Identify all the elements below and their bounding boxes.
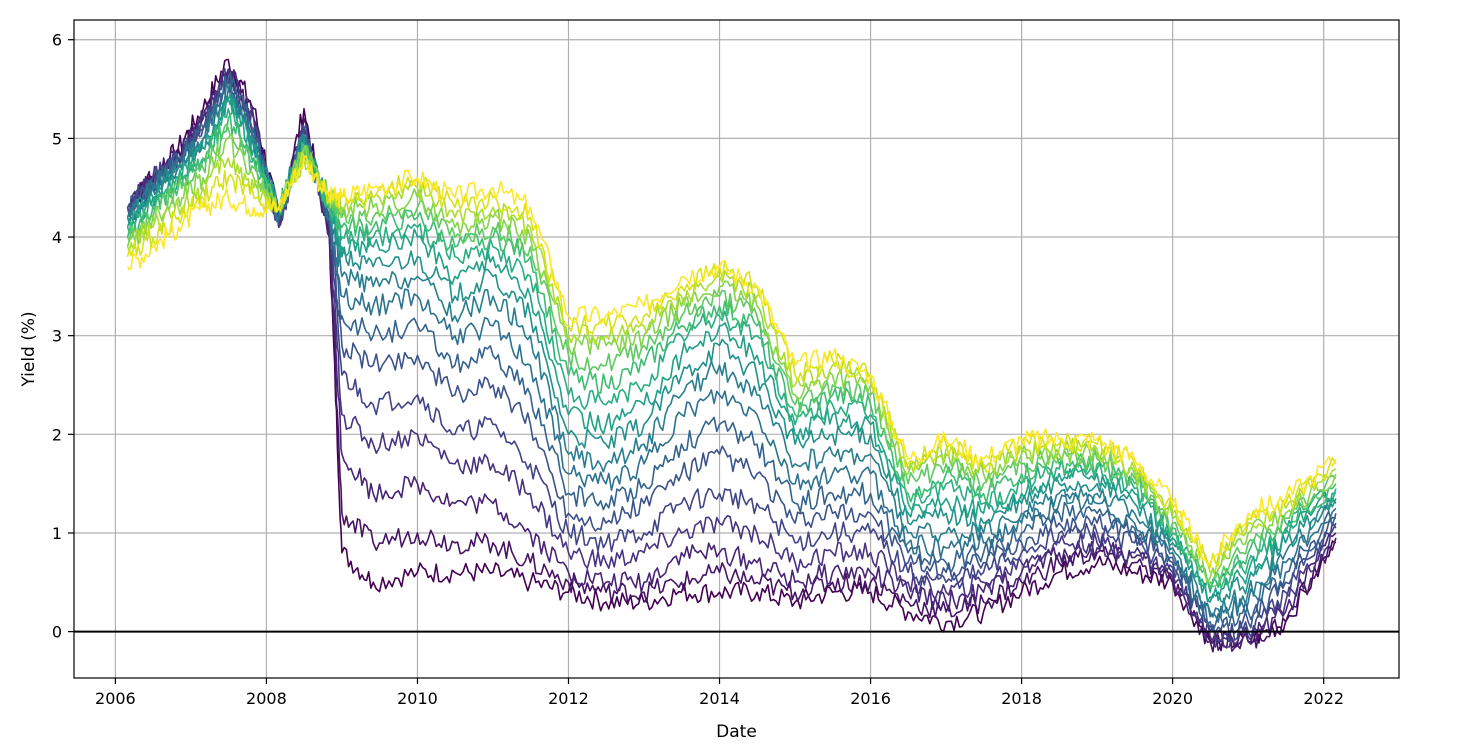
series-line-16 [126, 156, 1337, 574]
axis-ticks: 2006 2008 2010 2012 2014 2016 2018 2020 2022 0 1 2 3… [52, 31, 1344, 708]
y-tick-label: 1 [52, 524, 62, 543]
x-tick-label: 2008 [246, 689, 287, 708]
x-tick-label: 2006 [95, 689, 136, 708]
y-tick-label: 4 [52, 228, 62, 247]
x-tick-label: 2016 [850, 689, 891, 708]
y-axis-label: Yield (%) [19, 311, 39, 387]
series-line-18 [126, 155, 1337, 565]
y-tick-label: 5 [52, 129, 62, 148]
x-tick-label: 2014 [699, 689, 740, 708]
series-line-11 [126, 93, 1336, 603]
x-tick-label: 2022 [1303, 689, 1344, 708]
y-tick-label: 6 [52, 31, 62, 50]
y-tick-label: 3 [52, 327, 62, 346]
x-axis-label: Date [716, 722, 757, 742]
x-tick-label: 2020 [1152, 689, 1193, 708]
y-tick-label: 2 [52, 425, 62, 444]
x-tick-label: 2010 [397, 689, 438, 708]
series-line-17 [126, 151, 1337, 569]
x-tick-label: 2012 [548, 689, 589, 708]
series-lines [126, 58, 1337, 653]
x-tick-label: 2018 [1001, 689, 1042, 708]
y-tick-label: 0 [52, 623, 62, 642]
plot-frame [73, 19, 1400, 679]
